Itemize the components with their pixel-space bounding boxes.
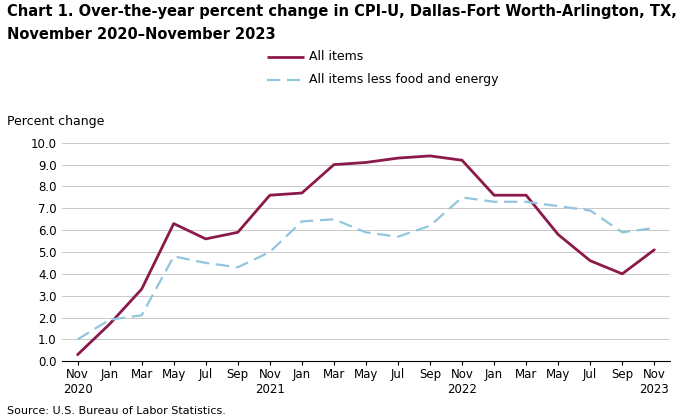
All items xyxy=(458,158,466,163)
All items less food and energy xyxy=(458,195,466,200)
All items xyxy=(522,193,530,198)
All items xyxy=(490,193,498,198)
Line: All items less food and energy: All items less food and energy xyxy=(77,197,655,339)
All items less food and energy xyxy=(330,217,338,222)
Line: All items: All items xyxy=(77,156,655,354)
All items xyxy=(586,258,594,263)
Text: November 2020–November 2023: November 2020–November 2023 xyxy=(7,27,276,42)
All items less food and energy xyxy=(137,313,146,318)
All items less food and energy xyxy=(554,204,562,209)
All items xyxy=(265,193,274,198)
All items less food and energy xyxy=(170,254,178,259)
All items less food and energy xyxy=(490,199,498,204)
All items xyxy=(234,230,242,235)
All items xyxy=(554,232,562,237)
All items xyxy=(73,352,81,357)
Text: All items: All items xyxy=(309,50,363,63)
All items xyxy=(137,286,146,291)
All items xyxy=(650,247,659,252)
All items xyxy=(298,191,306,196)
All items xyxy=(618,271,627,276)
All items less food and energy xyxy=(234,265,242,270)
Text: All items less food and energy: All items less food and energy xyxy=(309,74,499,86)
All items xyxy=(394,155,402,160)
All items less food and energy xyxy=(650,226,659,231)
All items xyxy=(426,153,434,158)
Text: Chart 1. Over-the-year percent change in CPI-U, Dallas-Fort Worth-Arlington, TX,: Chart 1. Over-the-year percent change in… xyxy=(7,4,676,19)
Text: Source: U.S. Bureau of Labor Statistics.: Source: U.S. Bureau of Labor Statistics. xyxy=(7,406,226,416)
All items less food and energy xyxy=(265,249,274,255)
All items xyxy=(330,162,338,167)
All items xyxy=(170,221,178,226)
All items less food and energy xyxy=(426,223,434,228)
All items less food and energy xyxy=(394,234,402,239)
All items less food and energy xyxy=(522,199,530,204)
All items less food and energy xyxy=(202,260,210,265)
All items less food and energy xyxy=(362,230,370,235)
Text: Percent change: Percent change xyxy=(7,115,104,128)
All items less food and energy xyxy=(586,208,594,213)
All items less food and energy xyxy=(298,219,306,224)
All items xyxy=(202,236,210,241)
All items xyxy=(105,322,114,327)
All items less food and energy xyxy=(73,337,81,342)
All items less food and energy xyxy=(618,230,627,235)
All items less food and energy xyxy=(105,317,114,322)
All items xyxy=(362,160,370,165)
